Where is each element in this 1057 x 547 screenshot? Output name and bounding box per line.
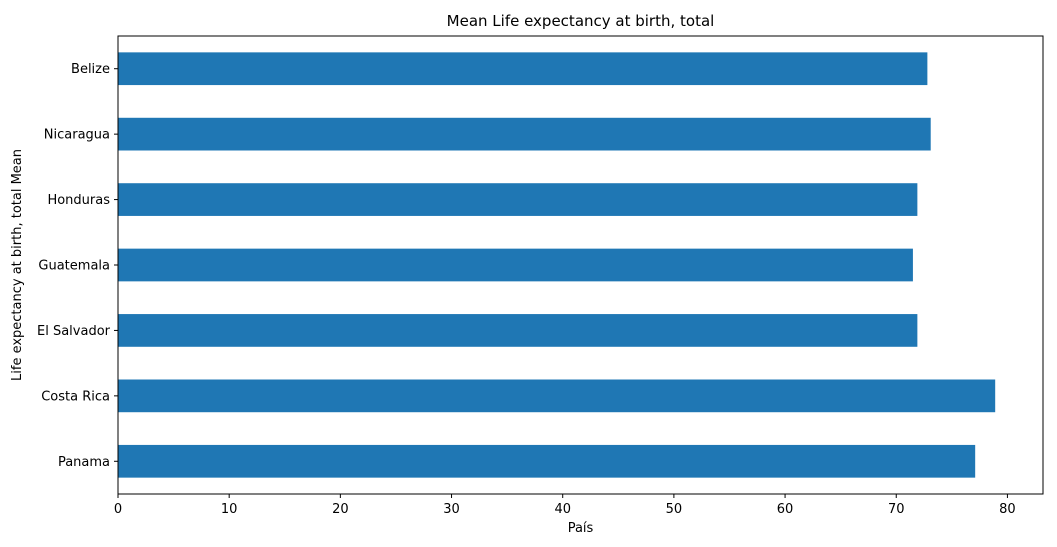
y-tick-label-costa-rica: Costa Rica bbox=[41, 389, 110, 404]
y-tick-label-nicaragua: Nicaragua bbox=[44, 128, 110, 143]
x-tick-label: 80 bbox=[999, 502, 1016, 517]
x-tick-label: 10 bbox=[221, 502, 238, 517]
bar-belize bbox=[118, 52, 928, 86]
bar-el-salvador bbox=[118, 314, 918, 347]
bar-panama bbox=[118, 444, 976, 478]
bar-guatemala bbox=[118, 248, 913, 282]
x-tick-label: 20 bbox=[332, 502, 349, 517]
y-axis: Panama Costa Rica El Salvador Guatemala Hond… bbox=[37, 62, 118, 470]
x-tick-label: 40 bbox=[554, 502, 571, 517]
y-tick-label-belize: Belize bbox=[71, 62, 110, 77]
chart-title: Mean Life expectancy at birth, total bbox=[447, 12, 715, 30]
x-axis-label: País bbox=[568, 521, 594, 536]
y-tick-label-honduras: Honduras bbox=[47, 193, 110, 208]
x-tick-label: 30 bbox=[443, 502, 460, 517]
y-tick-label-guatemala: Guatemala bbox=[38, 259, 110, 274]
x-tick-label: 0 bbox=[114, 502, 122, 517]
x-axis: 0 10 20 30 40 50 60 70 80 bbox=[114, 494, 1016, 517]
y-tick-label-panama: Panama bbox=[58, 455, 110, 470]
bars-layer bbox=[118, 52, 996, 478]
y-tick-label-el-salvador: El Salvador bbox=[37, 324, 111, 339]
y-axis-label: Life expectancy at birth, total Mean bbox=[10, 149, 25, 381]
bar-nicaragua bbox=[118, 117, 931, 151]
x-tick-label: 60 bbox=[777, 502, 794, 517]
bar-costa-rica bbox=[118, 379, 996, 413]
x-tick-label: 70 bbox=[888, 502, 905, 517]
x-tick-label: 50 bbox=[666, 502, 683, 517]
bar-honduras bbox=[118, 183, 918, 216]
